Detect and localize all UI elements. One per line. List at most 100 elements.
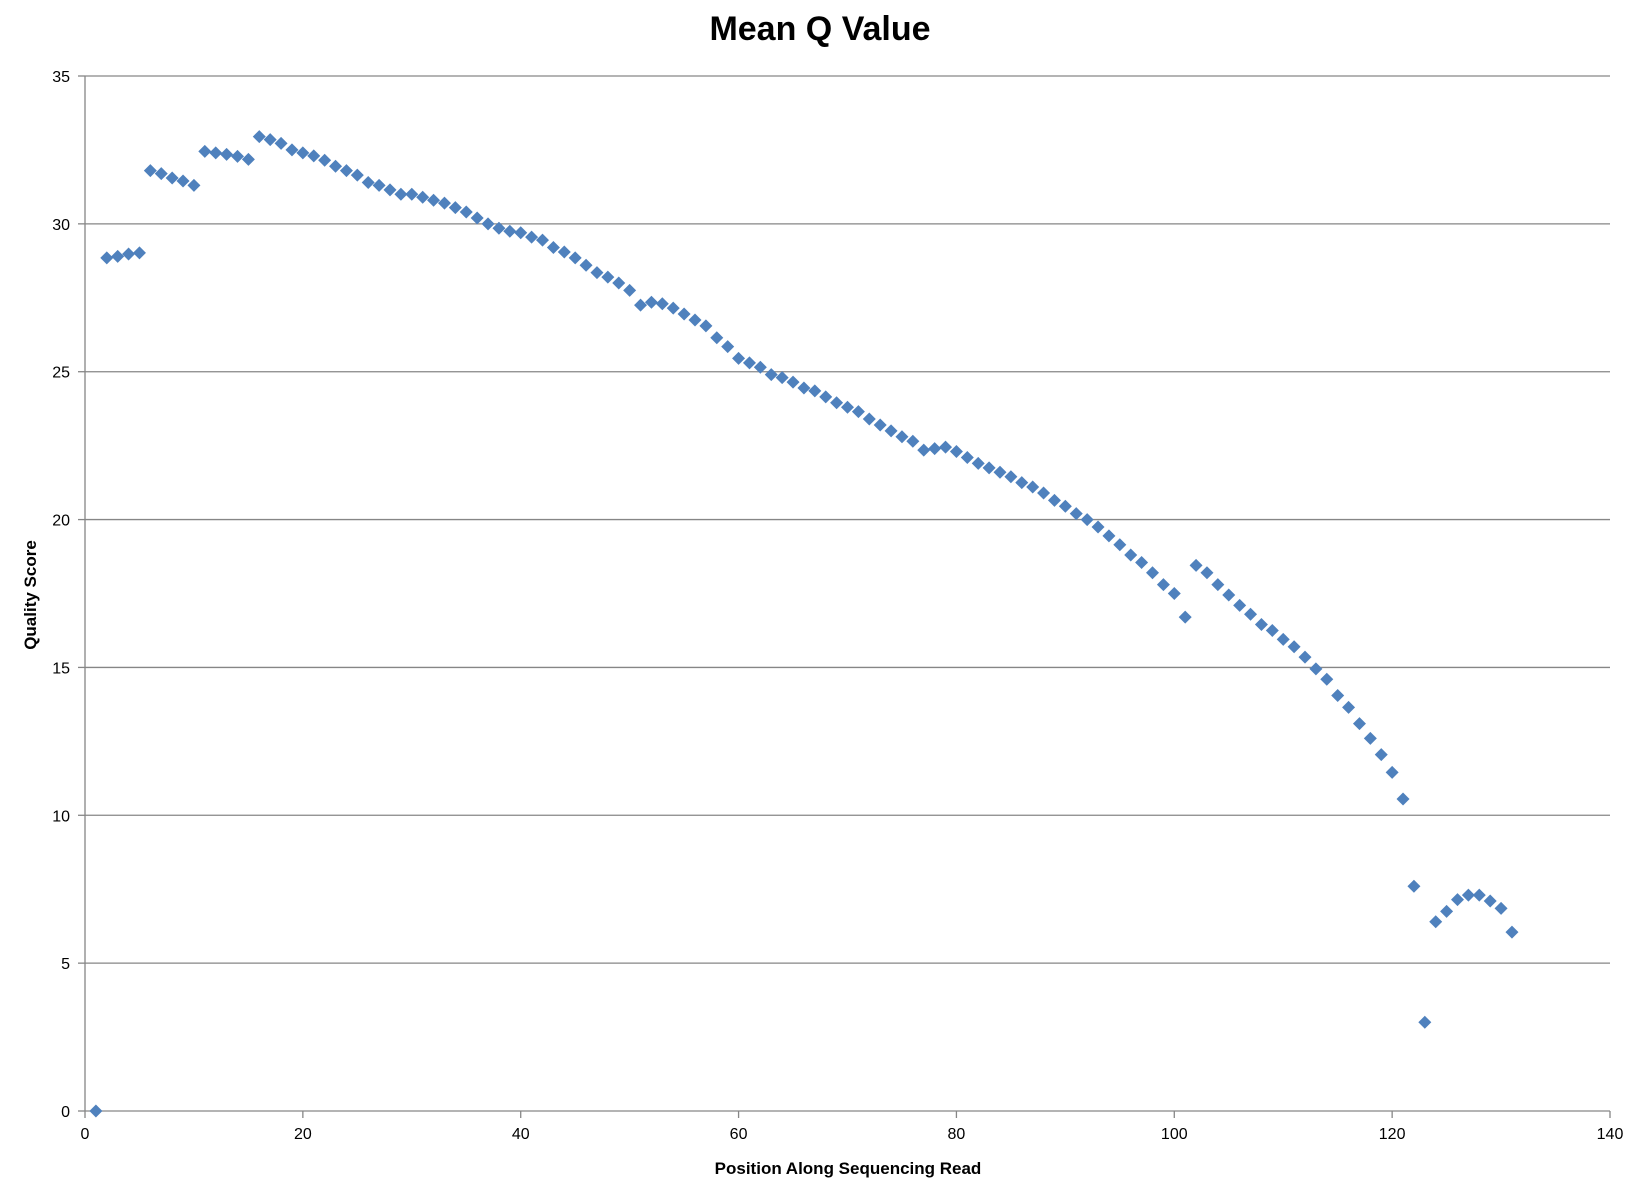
- data-point: [797, 381, 811, 395]
- data-point: [688, 313, 702, 327]
- data-point: [263, 133, 277, 147]
- data-point: [1211, 578, 1225, 592]
- data-point: [459, 205, 473, 219]
- data-point: [241, 152, 255, 166]
- data-point: [1440, 904, 1454, 918]
- data-point: [764, 368, 778, 382]
- data-point: [274, 136, 288, 150]
- data-point: [1189, 558, 1203, 572]
- data-point: [1178, 610, 1192, 624]
- data-point: [1342, 700, 1356, 714]
- data-point: [1309, 662, 1323, 676]
- data-point: [601, 270, 615, 284]
- data-point: [350, 168, 364, 182]
- data-point: [1200, 566, 1214, 580]
- data-point: [655, 297, 669, 311]
- data-point: [503, 224, 517, 238]
- data-point: [1451, 893, 1464, 907]
- y-tick-label: 35: [52, 69, 70, 86]
- data-point: [1418, 1015, 1432, 1029]
- data-point: [1363, 731, 1377, 745]
- data-point: [481, 217, 495, 231]
- y-tick-label: 0: [61, 1104, 70, 1121]
- x-tick-label: 60: [730, 1126, 748, 1143]
- data-point: [1385, 765, 1399, 779]
- data-point: [1080, 513, 1094, 527]
- data-point: [1287, 640, 1301, 654]
- x-tick-label: 0: [81, 1126, 90, 1143]
- data-point: [677, 307, 691, 321]
- data-point: [1483, 894, 1497, 908]
- data-point: [634, 298, 648, 312]
- data-point: [307, 149, 321, 163]
- data-point: [383, 183, 397, 197]
- data-point: [1167, 587, 1181, 600]
- data-point: [1461, 888, 1475, 902]
- data-point: [1505, 925, 1519, 939]
- data-point: [1102, 529, 1116, 543]
- data-point: [1015, 476, 1029, 490]
- data-point: [470, 211, 484, 225]
- y-tick-label: 20: [52, 513, 70, 530]
- data-point: [851, 405, 865, 419]
- data-point: [536, 233, 549, 247]
- data-point: [231, 149, 244, 163]
- data-point: [623, 283, 637, 297]
- data-point: [187, 178, 201, 192]
- data-point: [1222, 588, 1236, 602]
- data-point: [1254, 618, 1268, 632]
- data-point: [1135, 555, 1149, 569]
- data-point: [209, 146, 223, 160]
- data-point: [1233, 598, 1247, 612]
- data-point: [819, 390, 833, 404]
- x-tick-label: 40: [512, 1126, 530, 1143]
- data-point: [742, 356, 756, 370]
- data-point: [1156, 578, 1170, 592]
- data-point: [1494, 901, 1508, 915]
- data-point: [1069, 507, 1083, 521]
- data-point: [1146, 566, 1159, 580]
- data-point: [1113, 538, 1127, 552]
- data-point: [143, 164, 157, 178]
- data-point: [1276, 632, 1290, 646]
- data-point: [1047, 493, 1061, 507]
- data-point: [786, 375, 800, 389]
- data-point: [557, 245, 571, 259]
- data-point: [89, 1104, 103, 1118]
- data-point: [644, 295, 658, 309]
- data-point: [1472, 888, 1486, 902]
- data-point: [568, 251, 582, 265]
- x-tick-label: 80: [948, 1126, 966, 1143]
- data-point: [176, 174, 190, 188]
- data-point: [329, 159, 343, 173]
- data-point: [372, 178, 386, 192]
- data-point: [1124, 548, 1138, 562]
- tick-labels: 0 5 10 15 20 25 30 35 0 20 40 60 80 100 120 140: [52, 69, 1623, 1143]
- y-tick-label: 30: [52, 217, 70, 234]
- data-point: [1026, 480, 1040, 494]
- data-point: [1298, 650, 1312, 664]
- data-point: [710, 331, 724, 345]
- data-point: [732, 351, 746, 365]
- data-point: [1429, 915, 1443, 929]
- data-point: [1037, 486, 1051, 500]
- data-point: [775, 371, 789, 385]
- data-point: [296, 146, 310, 160]
- data-point: [590, 266, 604, 280]
- data-point: [1004, 470, 1018, 484]
- chart-title: Mean Q Value: [709, 10, 930, 48]
- data-point: [546, 241, 560, 255]
- data-point: [1058, 499, 1072, 513]
- x-tick-label: 140: [1597, 1126, 1624, 1143]
- data-point: [895, 430, 909, 444]
- data-point: [906, 434, 920, 448]
- y-tick-label: 15: [52, 660, 70, 677]
- data-point: [361, 175, 375, 189]
- data-point: [198, 144, 212, 158]
- data-point: [165, 171, 179, 185]
- data-point: [492, 221, 506, 235]
- data-point: [841, 400, 854, 414]
